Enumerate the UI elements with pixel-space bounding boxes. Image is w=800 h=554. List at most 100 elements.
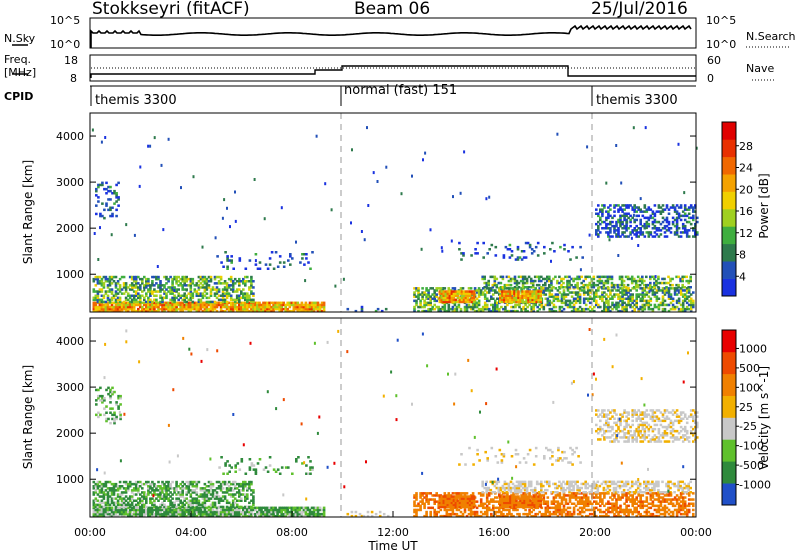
velocity-cell [235, 505, 239, 509]
power-cell [655, 299, 659, 303]
power-cell [636, 279, 640, 283]
power-cell [195, 309, 199, 313]
power-cell [483, 281, 486, 285]
power-cell [533, 279, 537, 283]
power-cell [187, 309, 191, 313]
power-cell [630, 275, 634, 279]
power-cell [645, 299, 649, 303]
power-cell [641, 291, 645, 294]
velocity-cell [157, 499, 160, 502]
power-cell [306, 305, 310, 309]
velocity-cell [242, 506, 245, 510]
power-cell [560, 293, 564, 296]
velocity-cell [151, 480, 154, 484]
velocity-cell [544, 508, 548, 512]
velocity-cell [233, 506, 237, 510]
velocity-cell [485, 500, 489, 503]
power-cell [256, 307, 259, 311]
power-cell [648, 290, 651, 294]
power-cell [617, 231, 620, 234]
power-cell [240, 292, 243, 295]
power-cell [360, 309, 364, 313]
power-cell [566, 293, 570, 296]
velocity-cell [354, 510, 358, 514]
power-cell [673, 233, 677, 236]
velocity-cell [130, 503, 134, 507]
power-cell [126, 294, 130, 297]
velocity-cell [473, 512, 477, 516]
power-cell [675, 220, 679, 224]
velocity-cell [153, 505, 156, 509]
power-cell [591, 297, 594, 300]
power-cell [689, 222, 693, 226]
velocity-cell [431, 494, 434, 497]
power-cell [427, 307, 430, 311]
velocity-cell [108, 480, 112, 484]
power-cell [631, 301, 634, 305]
velocity-cell [246, 495, 249, 498]
power-cell [667, 229, 671, 232]
power-cell [627, 212, 630, 215]
power-cell [145, 292, 148, 295]
velocity-cell [189, 493, 193, 496]
power-cell [438, 296, 442, 300]
power-cell [291, 257, 294, 260]
power-cell [689, 297, 693, 300]
power-cell [506, 248, 510, 251]
velocity-cell [490, 492, 493, 495]
power-cell [649, 289, 653, 292]
velocity-cell [199, 503, 203, 507]
power-cell [159, 307, 162, 311]
power-cell [501, 292, 504, 295]
velocity-cell [110, 506, 114, 510]
power-cell [620, 279, 624, 283]
velocity-cell [494, 500, 497, 503]
power-cell [114, 294, 118, 297]
power-cell [592, 277, 596, 281]
power-cell [641, 224, 645, 228]
power-cell [653, 218, 657, 222]
velocity-cell [207, 505, 211, 509]
power-cell [552, 299, 556, 303]
power-cell [657, 229, 661, 232]
power-cell [649, 297, 653, 300]
power-cell [524, 303, 527, 307]
power-cell [485, 303, 489, 307]
power-cell [173, 309, 176, 313]
power-cell [625, 305, 628, 309]
power-cell [520, 250, 524, 253]
power-cell [501, 275, 505, 279]
velocity-cell [96, 487, 100, 490]
power-cell [625, 229, 628, 232]
power-cell [661, 281, 664, 285]
power-cell [201, 275, 205, 279]
power-cell [562, 307, 566, 311]
power-cell [464, 294, 468, 297]
power-cell [623, 204, 626, 207]
velocity-cell [161, 512, 164, 516]
velocity-cell [276, 514, 279, 518]
power-cell [126, 292, 130, 295]
velocity-cell [94, 514, 98, 518]
power-cell [611, 289, 614, 292]
power-cell [685, 275, 688, 279]
velocity-cell [134, 493, 138, 496]
power-cell [479, 291, 483, 294]
power-cell [102, 309, 106, 313]
power-cell [223, 292, 227, 295]
power-cell [460, 290, 464, 293]
power-cell [141, 290, 144, 293]
power-cell [97, 196, 100, 199]
power-cell [625, 204, 628, 207]
velocity-cell [197, 510, 201, 514]
power-cell [509, 296, 512, 300]
velocity-cell [230, 466, 233, 469]
power-cell [533, 300, 536, 304]
power-cell [304, 301, 308, 305]
velocity-cell [415, 504, 418, 508]
power-cell [256, 267, 260, 270]
power-cell [568, 299, 572, 303]
power-cell [683, 224, 687, 228]
velocity-cell [244, 512, 247, 516]
velocity-cell [113, 413, 116, 417]
